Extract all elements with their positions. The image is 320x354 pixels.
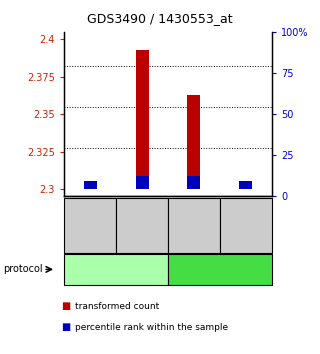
Bar — [135, 50, 148, 189]
Text: percentile rank within the sample: percentile rank within the sample — [75, 323, 228, 332]
Text: Deaf-1
overexpression: Deaf-1 overexpression — [82, 260, 150, 279]
Text: transformed count: transformed count — [75, 302, 159, 311]
Text: GSM310450: GSM310450 — [138, 202, 147, 249]
Text: ■: ■ — [61, 322, 70, 332]
Bar — [239, 181, 252, 189]
Text: GSM310448: GSM310448 — [85, 202, 94, 249]
Text: GSM310452: GSM310452 — [242, 202, 251, 249]
Bar — [84, 186, 97, 189]
Bar — [135, 176, 148, 189]
Bar — [84, 181, 97, 189]
Text: ■: ■ — [61, 301, 70, 311]
Text: Deaf-1 deficiency: Deaf-1 deficiency — [180, 265, 260, 274]
Bar — [188, 176, 201, 189]
Text: protocol: protocol — [3, 264, 43, 274]
Bar — [188, 95, 201, 189]
Text: GDS3490 / 1430553_at: GDS3490 / 1430553_at — [87, 12, 233, 25]
Bar — [239, 184, 252, 189]
Text: GSM310449: GSM310449 — [189, 202, 198, 249]
